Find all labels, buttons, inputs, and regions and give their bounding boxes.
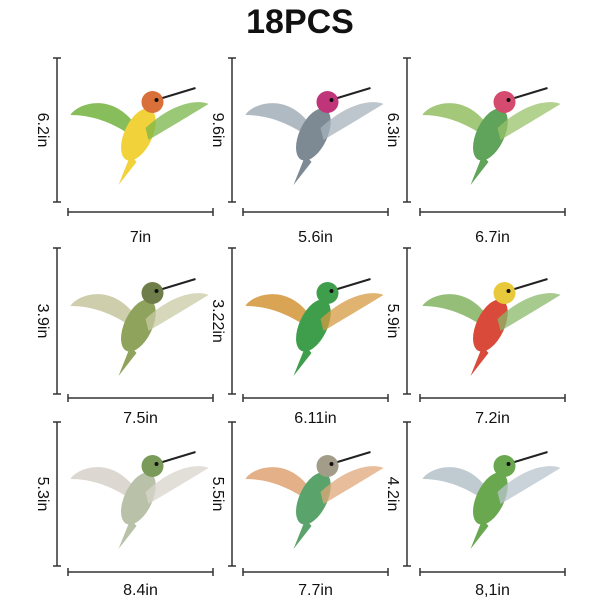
tail: [293, 346, 312, 376]
wing-front: [497, 466, 561, 504]
wing: [422, 103, 488, 135]
head: [141, 455, 164, 477]
hummingbird: [70, 87, 209, 185]
tail: [293, 519, 312, 549]
eye: [506, 98, 511, 102]
beak: [162, 451, 196, 463]
hummingbird: [245, 451, 384, 549]
hummingbird: [422, 451, 561, 549]
wing-front: [145, 102, 209, 140]
title: 18PCS: [246, 3, 354, 41]
beak: [162, 278, 196, 290]
head: [493, 282, 516, 304]
hummingbird: [245, 87, 384, 185]
eye: [329, 462, 334, 466]
wing-front: [497, 293, 561, 331]
body: [121, 472, 156, 525]
eye: [154, 462, 159, 466]
height-label: 4.2in: [384, 477, 401, 512]
height-label: 5.9in: [384, 304, 401, 339]
tail: [470, 519, 489, 549]
width-label: 6.7in: [475, 229, 510, 246]
head: [316, 91, 339, 113]
tail: [470, 155, 489, 185]
height-label: 5.5in: [209, 477, 226, 512]
hummingbird: [70, 278, 209, 376]
body: [473, 472, 508, 525]
width-label: 7in: [130, 229, 151, 246]
hummingbird: [70, 451, 209, 549]
height-label: 6.2in: [34, 113, 51, 148]
wing: [245, 467, 311, 499]
height-label: 5.3in: [34, 477, 51, 512]
tail: [118, 519, 137, 549]
head: [141, 282, 164, 304]
beak: [337, 451, 371, 463]
beak: [514, 87, 548, 99]
wing-front: [145, 293, 209, 331]
beak: [514, 451, 548, 463]
wing-front: [497, 102, 561, 140]
head: [141, 91, 164, 113]
hummingbird: [245, 278, 384, 376]
wing: [422, 467, 488, 499]
head: [316, 282, 339, 304]
body: [473, 299, 508, 352]
beak: [337, 278, 371, 290]
beak: [514, 278, 548, 290]
eye: [329, 98, 334, 102]
hummingbird: [422, 87, 561, 185]
wing: [70, 294, 136, 326]
tail: [118, 346, 137, 376]
body: [296, 472, 331, 525]
beak: [162, 87, 196, 99]
head: [493, 91, 516, 113]
width-label: 7.2in: [475, 410, 510, 427]
head: [316, 455, 339, 477]
hummingbird: [422, 278, 561, 376]
height-label: 6.3in: [384, 113, 401, 148]
wing: [245, 294, 311, 326]
width-label: 8.4in: [123, 582, 158, 599]
wing-front: [320, 466, 384, 504]
beak: [337, 87, 371, 99]
tail: [293, 155, 312, 185]
height-label: 9.6in: [209, 113, 226, 148]
tail: [118, 155, 137, 185]
wing-front: [320, 102, 384, 140]
height-label: 3.22in: [209, 299, 226, 343]
head: [493, 455, 516, 477]
wing: [70, 103, 136, 135]
width-label: 7.7in: [298, 582, 333, 599]
body: [473, 108, 508, 161]
body: [121, 108, 156, 161]
width-label: 8,1in: [475, 582, 510, 599]
wing: [70, 467, 136, 499]
width-label: 5.6in: [298, 229, 333, 246]
body: [296, 108, 331, 161]
eye: [154, 98, 159, 102]
width-label: 7.5in: [123, 410, 158, 427]
body: [121, 299, 156, 352]
wing-front: [145, 466, 209, 504]
eye: [154, 289, 159, 293]
wing: [422, 294, 488, 326]
width-label: 6.11in: [294, 410, 336, 427]
eye: [506, 462, 511, 466]
eye: [506, 289, 511, 293]
wing-front: [320, 293, 384, 331]
eye: [329, 289, 334, 293]
tail: [470, 346, 489, 376]
wing: [245, 103, 311, 135]
height-label: 3.9in: [34, 304, 51, 339]
body: [296, 299, 331, 352]
